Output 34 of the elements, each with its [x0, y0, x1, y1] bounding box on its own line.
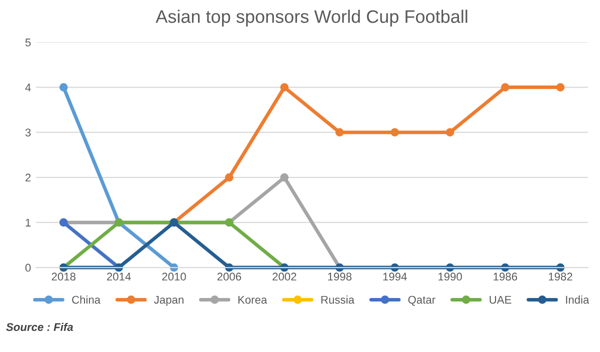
- x-tick-label: 2014: [107, 272, 131, 281]
- point: [335, 128, 344, 137]
- point: [556, 83, 565, 92]
- x-tick-label: 1998: [328, 272, 352, 281]
- x-tick-label: 1982: [548, 272, 572, 281]
- x-tick-label: 1990: [438, 272, 462, 281]
- y-tick-label: 4: [25, 84, 31, 92]
- point: [280, 173, 289, 182]
- x-tick-label: 1994: [383, 272, 407, 281]
- legend-label: India: [566, 296, 590, 304]
- legend-label: China: [72, 296, 101, 304]
- y-tick-label: 2: [26, 174, 31, 182]
- point: [390, 128, 399, 137]
- legend-label: Japan: [154, 296, 184, 306]
- y-tick-label: 0: [25, 264, 31, 272]
- legend-label: Korea: [238, 296, 268, 304]
- legend-label: UAE: [490, 296, 512, 304]
- y-tick-label: 3: [25, 128, 31, 136]
- point: [225, 173, 234, 182]
- x-tick-label: 2018: [52, 272, 76, 281]
- legend-label: Qatar: [408, 296, 436, 306]
- point: [501, 83, 510, 92]
- x-tick-label: 2002: [272, 272, 296, 281]
- point: [280, 83, 289, 92]
- x-tick-label: 1986: [494, 272, 518, 281]
- point: [446, 128, 454, 137]
- x-tick-label: 2010: [162, 272, 186, 281]
- y-tick-label: 1: [26, 218, 31, 226]
- legend-label: Russia: [321, 296, 354, 304]
- chart-title: Asian top sponsors World Cup Football: [156, 10, 468, 27]
- point: [59, 83, 68, 92]
- y-tick-label: 5: [25, 38, 31, 46]
- source-note: Source : Fifa: [6, 322, 73, 331]
- x-tick-label: 2006: [217, 272, 242, 281]
